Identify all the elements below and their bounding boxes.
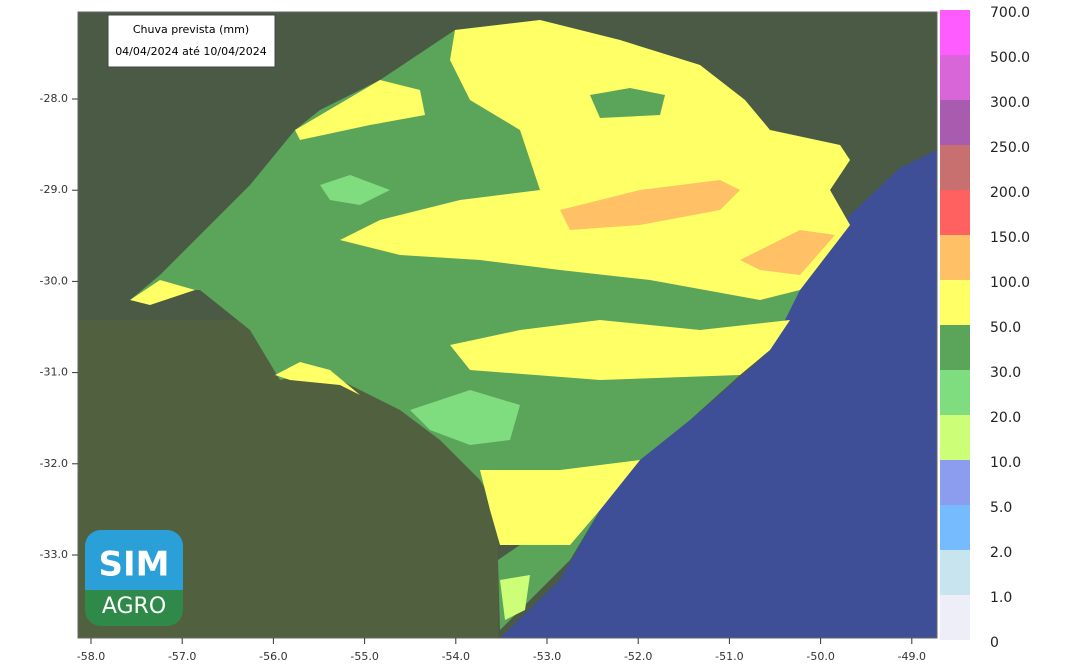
legend-label: 250.0 bbox=[990, 140, 1030, 156]
lat-tick-label: -28.0 bbox=[40, 92, 68, 105]
lon-tick-label: -53.0 bbox=[533, 650, 561, 663]
rain-zone bbox=[740, 230, 835, 275]
lon-tick-label: -51.0 bbox=[715, 650, 743, 663]
map-frame bbox=[77, 11, 938, 639]
legend-label: 100.0 bbox=[990, 275, 1030, 291]
ocean bbox=[500, 150, 937, 638]
legend-swatch bbox=[940, 190, 970, 235]
lon-tick-label: -50.0 bbox=[806, 650, 834, 663]
legend-label: 20.0 bbox=[990, 410, 1021, 426]
legend-swatch bbox=[940, 415, 970, 460]
axes: -28.0 -29.0 -30.0 -31.0 -32.0 -33.0 -58.0 -57.0… bbox=[40, 92, 927, 663]
legend-label: 5.0 bbox=[990, 500, 1012, 516]
legend-label: 50.0 bbox=[990, 320, 1021, 336]
rain-zone bbox=[295, 80, 425, 140]
legend: 700.0 500.0 300.0 250.0 200.0 150.0 100.0 50.0 3… bbox=[940, 5, 1030, 651]
legend-label: 30.0 bbox=[990, 365, 1021, 381]
logo-bottom bbox=[85, 590, 183, 626]
lon-tick-label: -57.0 bbox=[168, 650, 196, 663]
legend-label: 500.0 bbox=[990, 50, 1030, 66]
legend-swatch bbox=[940, 595, 970, 640]
rain-zone bbox=[590, 88, 665, 118]
lon-tick-label: -56.0 bbox=[259, 650, 287, 663]
legend-swatch bbox=[940, 100, 970, 145]
legend-swatch bbox=[940, 10, 970, 55]
legend-swatch bbox=[940, 550, 970, 595]
legend-swatch bbox=[940, 235, 970, 280]
rain-zone bbox=[320, 175, 390, 205]
rain-zone bbox=[480, 460, 640, 545]
lat-tick-label: -33.0 bbox=[40, 548, 68, 561]
legend-label: 2.0 bbox=[990, 545, 1012, 561]
logo-text: SIM bbox=[99, 545, 170, 585]
lat-tick-label: -30.0 bbox=[40, 274, 68, 287]
rain-zone bbox=[275, 362, 360, 395]
lat-tick-label: -32.0 bbox=[40, 457, 68, 470]
legend-swatch bbox=[940, 280, 970, 325]
legend-label: 300.0 bbox=[990, 95, 1030, 111]
map-title: Chuva prevista (mm) bbox=[133, 23, 249, 36]
legend-label: 10.0 bbox=[990, 455, 1021, 471]
legend-swatch bbox=[940, 505, 970, 550]
lon-tick-label: -49.0 bbox=[898, 650, 926, 663]
title-box: Chuva prevista (mm) 04/04/2024 até 10/04… bbox=[107, 14, 276, 68]
rain-zone bbox=[560, 180, 740, 230]
rain-zone bbox=[450, 320, 790, 380]
logo-top bbox=[85, 530, 183, 590]
map-period: 04/04/2024 até 10/04/2024 bbox=[115, 45, 267, 58]
legend-swatch bbox=[940, 55, 970, 100]
title-box-bg bbox=[107, 14, 276, 68]
legend-label: 150.0 bbox=[990, 230, 1030, 246]
lon-tick-label: -58.0 bbox=[77, 650, 105, 663]
lon-tick-label: -55.0 bbox=[350, 650, 378, 663]
logo-text: AGRO bbox=[102, 594, 166, 619]
map bbox=[77, 11, 938, 639]
legend-label: 700.0 bbox=[990, 5, 1030, 21]
rain-zone bbox=[500, 575, 530, 620]
lat-tick-label: -31.0 bbox=[40, 366, 68, 379]
legend-swatch bbox=[940, 145, 970, 190]
legend-swatch bbox=[940, 325, 970, 370]
lat-tick-label: -29.0 bbox=[40, 183, 68, 196]
logo: SIM AGRO bbox=[85, 530, 183, 626]
rain-zone bbox=[410, 390, 520, 445]
legend-label: 0 bbox=[990, 635, 999, 651]
legend-swatch bbox=[940, 370, 970, 415]
legend-label: 200.0 bbox=[990, 185, 1030, 201]
lon-tick-label: -54.0 bbox=[442, 650, 470, 663]
legend-label: 1.0 bbox=[990, 590, 1012, 606]
rain-zone bbox=[130, 280, 195, 305]
lon-tick-label: -52.0 bbox=[624, 650, 652, 663]
rain-zone bbox=[340, 20, 850, 300]
legend-swatch bbox=[940, 460, 970, 505]
